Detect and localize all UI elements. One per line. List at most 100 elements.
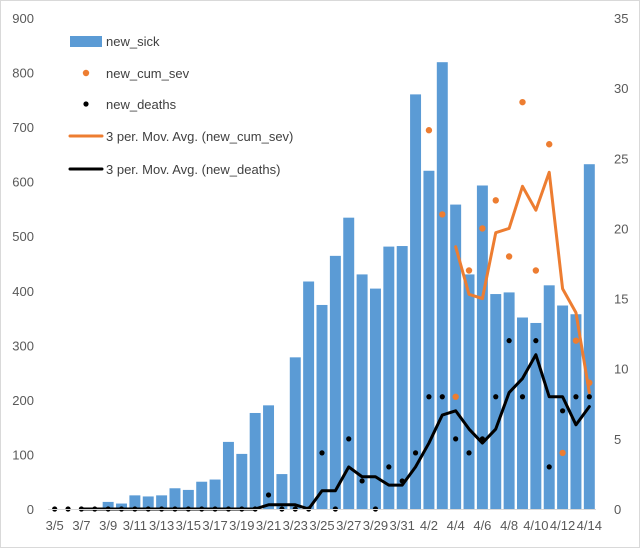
y-axis-right-ticks: 0 5 10 15 20 25 30 35 [614, 11, 628, 517]
point-new-deaths [426, 394, 432, 400]
y2-tick-label: 5 [614, 432, 621, 447]
x-tick-label: 3/23 [283, 518, 308, 533]
legend-label: 3 per. Mov. Avg. (new_deaths) [106, 162, 280, 177]
bar-new_sick [169, 488, 181, 509]
y-tick-label: 700 [12, 120, 34, 135]
bar-new_sick [156, 495, 168, 509]
y2-tick-label: 35 [614, 11, 628, 26]
bar-new_sick [129, 495, 141, 509]
bar-new_sick [222, 441, 234, 509]
x-tick-label: 4/12 [550, 518, 575, 533]
point-new-cum-sev [519, 98, 526, 106]
y-tick-label: 600 [12, 175, 34, 190]
point-new-deaths [519, 394, 526, 400]
point-new-cum-sev [425, 127, 433, 134]
y-tick-label: 200 [12, 393, 34, 408]
point-new-deaths [319, 450, 325, 456]
legend-swatch-point [83, 101, 89, 107]
bar-new_sick [436, 62, 448, 509]
point-new-deaths [359, 478, 365, 484]
point-new-cum-sev [532, 267, 540, 274]
y-tick-label: 500 [12, 229, 34, 244]
x-tick-label: 3/13 [149, 518, 174, 533]
legend-label: 3 per. Mov. Avg. (new_cum_sev) [106, 129, 293, 144]
y-tick-label: 0 [27, 502, 34, 517]
bar-new_sick [490, 294, 502, 509]
bar-new_sick [102, 501, 114, 509]
bar-new_sick [423, 170, 435, 509]
y-tick-label: 300 [12, 338, 34, 353]
point-new-cum-sev [465, 267, 473, 274]
point-new-cum-sev [439, 211, 446, 218]
y2-tick-label: 15 [614, 292, 628, 307]
bar-new_sick [530, 322, 542, 509]
bar-new_sick [263, 405, 275, 509]
bar-new_sick [196, 481, 208, 509]
y2-tick-label: 20 [614, 221, 628, 236]
bar-new_sick [289, 357, 301, 509]
x-tick-label: 3/15 [176, 518, 201, 533]
bar-new_sick [396, 246, 408, 510]
point-new-cum-sev [479, 225, 486, 232]
bar-new_sick [410, 94, 422, 509]
y-tick-label: 100 [12, 447, 34, 462]
x-axis-ticks: 3/5 3/7 3/9 3/11 3/13 3/15 3/17 3/19 3/21 3/23 3/2… [46, 518, 602, 533]
bar-new_sick [463, 274, 475, 509]
x-tick-label: 4/6 [473, 518, 491, 533]
y-tick-label: 800 [12, 66, 34, 81]
bar-new_sick [557, 305, 569, 509]
bar-new_sick [276, 474, 288, 509]
point-new-deaths [533, 338, 539, 344]
bar-new_sick [570, 314, 582, 509]
y2-tick-label: 10 [614, 362, 628, 377]
x-tick-label: 3/31 [390, 518, 415, 533]
point-new-deaths [399, 478, 405, 484]
point-new-deaths [546, 464, 552, 470]
point-new-cum-sev [492, 197, 499, 204]
bar-new_sick [329, 255, 341, 509]
scatter-series-new-cum-sev [425, 98, 593, 457]
x-tick-label: 3/21 [256, 518, 281, 533]
point-new-cum-sev [572, 337, 580, 344]
x-tick-label: 3/17 [202, 518, 227, 533]
point-new-deaths [453, 436, 459, 442]
x-tick-label: 3/7 [72, 518, 90, 533]
bar-new_sick [503, 292, 515, 509]
x-tick-label: 3/11 [123, 518, 147, 533]
y-tick-label: 900 [12, 11, 34, 26]
y2-tick-label: 25 [614, 151, 628, 166]
bar-new_sick [249, 412, 261, 509]
bar-new_sick [383, 246, 395, 509]
point-new-deaths [586, 394, 592, 400]
bar-new_sick [450, 204, 462, 509]
legend-label: new_deaths [106, 97, 177, 112]
point-new-cum-sev [586, 379, 593, 386]
point-new-cum-sev [505, 253, 513, 260]
x-tick-label: 4/14 [577, 518, 602, 533]
bar-new_sick [356, 274, 368, 509]
bar-new_sick [303, 281, 315, 509]
point-new-deaths [346, 436, 352, 442]
y2-tick-label: 0 [614, 502, 621, 517]
bar-series-new-sick [102, 62, 595, 510]
point-new-cum-sev [546, 141, 553, 148]
line-mov-avg-cum-sev [454, 170, 591, 395]
y-tick-label: 400 [12, 284, 34, 299]
point-new-deaths [573, 394, 579, 400]
bar-new_sick [209, 479, 221, 509]
point-new-deaths [439, 394, 445, 400]
bar-new_sick [236, 453, 248, 509]
legend: new_sick new_cum_sev new_deaths 3 per. Mov.… [68, 34, 293, 177]
legend-swatch-point [82, 69, 90, 77]
bar-new_sick [583, 164, 595, 509]
x-tick-label: 3/29 [363, 518, 388, 533]
bar-new_sick [182, 489, 194, 509]
x-tick-label: 4/2 [420, 518, 438, 533]
bar-new_sick [142, 496, 154, 509]
point-new-cum-sev [559, 449, 566, 457]
point-new-deaths [506, 338, 512, 344]
x-tick-label: 4/4 [447, 518, 465, 533]
x-tick-label: 3/5 [46, 518, 64, 533]
line-series-mov-avg-cum-sev [454, 170, 591, 395]
